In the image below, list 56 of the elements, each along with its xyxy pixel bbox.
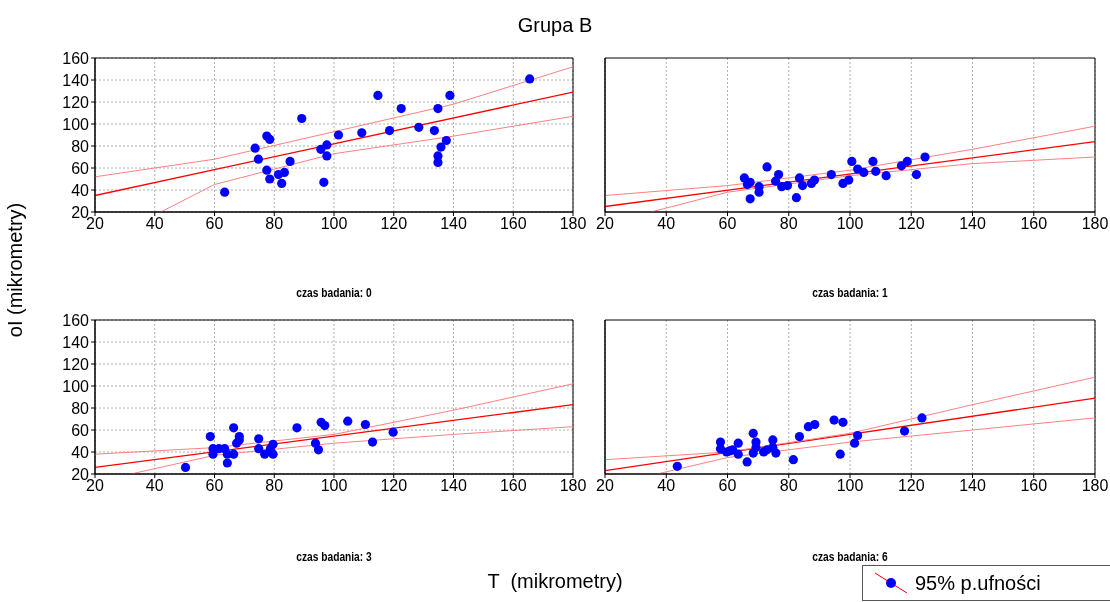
y-tick-label: 140: [62, 333, 90, 351]
x-tick-label: 140: [959, 215, 986, 233]
text: czas badania: 3: [295, 550, 373, 564]
y-tick-label: 60: [71, 159, 90, 177]
x-tick-label: 80: [779, 477, 798, 495]
x-tick-label: 80: [779, 215, 798, 233]
x-tick-label: 180: [1081, 477, 1109, 495]
x-tick-label: 60: [718, 215, 737, 233]
text: czas badania: 6: [811, 550, 889, 564]
x-tick-label: 140: [440, 215, 467, 233]
x-tick-label: 20: [596, 215, 614, 233]
text: Grupa B: [516, 14, 594, 37]
x-tick-label: 140: [440, 477, 467, 495]
x-tick-label: 40: [657, 215, 676, 233]
y-tick-label: 160: [62, 49, 90, 67]
y-tick-label: 160: [62, 311, 90, 329]
x-tick-label: 160: [499, 477, 527, 495]
x-tick-label: 80: [265, 477, 284, 495]
x-tick-label: 120: [897, 215, 925, 233]
x-tick-label: 20: [596, 477, 614, 495]
x-tick-label: 60: [205, 477, 224, 495]
x-tick-label: 80: [265, 215, 284, 233]
y-tick-label: 100: [62, 115, 90, 133]
x-tick-label: 160: [1020, 215, 1048, 233]
x-tick-label: 180: [559, 477, 587, 495]
x-axis-title: T (mikrometry): [487, 570, 623, 592]
x-tick-label: 100: [320, 215, 348, 233]
x-tick-label: 120: [380, 215, 408, 233]
y-tick-label: 80: [71, 137, 90, 155]
x-tick-label: 100: [836, 215, 864, 233]
x-tick-label: 40: [145, 215, 164, 233]
y-tick-label: 40: [71, 181, 90, 199]
y-axis-title: oI (mikrometry): [3, 202, 27, 338]
x-tick-label: 160: [1020, 477, 1048, 495]
y-tick-label: 120: [62, 355, 90, 373]
y-tick-label: 140: [62, 71, 90, 89]
text: czas badania: 0: [295, 286, 373, 300]
legend-label: 95% p.ufności: [915, 571, 1041, 595]
x-tick-label: 180: [559, 215, 587, 233]
x-tick-label: 160: [499, 215, 527, 233]
x-tick-label: 100: [836, 477, 864, 495]
x-tick-label: 120: [380, 477, 408, 495]
text: czas badania: 1: [811, 286, 889, 300]
y-tick-label: 60: [71, 421, 90, 439]
y-tick-label: 40: [71, 443, 90, 461]
x-tick-label: 100: [320, 477, 348, 495]
x-tick-label: 180: [1081, 215, 1109, 233]
x-tick-label: 140: [959, 477, 986, 495]
x-tick-label: 120: [897, 477, 925, 495]
x-tick-label: 40: [657, 477, 676, 495]
y-tick-label: 80: [71, 399, 90, 417]
y-tick-label: 100: [62, 377, 90, 395]
x-tick-label: 40: [145, 477, 164, 495]
y-tick-label: 120: [62, 93, 90, 111]
x-tick-label: 60: [205, 215, 224, 233]
x-tick-label: 60: [718, 477, 737, 495]
